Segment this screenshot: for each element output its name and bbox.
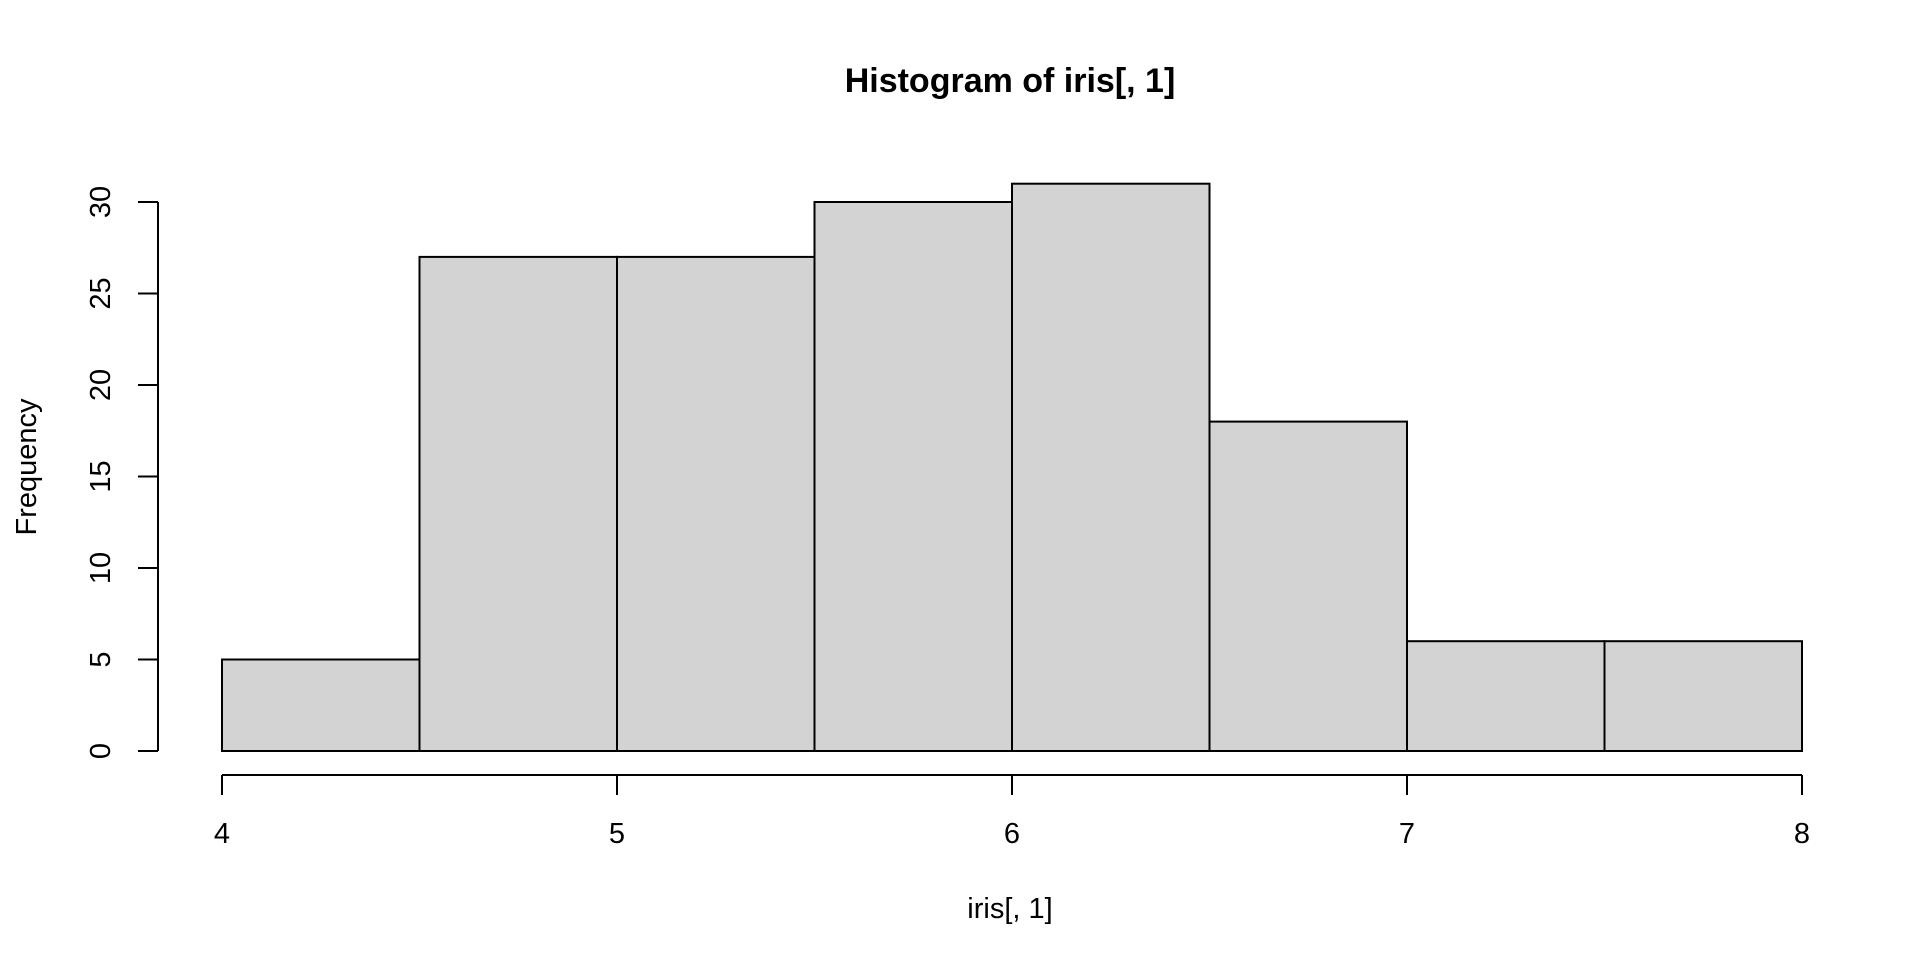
histogram-bar-2: [418, 255, 618, 752]
y-axis: 0 5 10 15 20 25 30: [85, 186, 159, 759]
y-tick-label: 5: [85, 651, 117, 667]
y-tick-label: 20: [85, 369, 117, 401]
bars-layer: [221, 182, 1803, 753]
y-tick-label: 25: [85, 277, 117, 309]
y-tick-label: 15: [85, 460, 117, 492]
histogram-bar-8: [1603, 640, 1803, 753]
x-tick-label: 5: [609, 818, 625, 850]
x-axis: 4 5 6 7 8: [214, 774, 1810, 850]
chart-title: Histogram of iris[, 1]: [845, 62, 1176, 100]
x-tick-label: 4: [214, 818, 230, 850]
x-tick-label: 7: [1399, 818, 1415, 850]
histogram-bar-5: [1011, 182, 1211, 752]
histogram-bar-1: [221, 658, 421, 752]
y-axis-title: Frequency: [11, 398, 43, 536]
histogram-bar-4: [813, 201, 1013, 752]
y-tick-label: 30: [85, 186, 117, 218]
x-axis-title: iris[, 1]: [967, 893, 1052, 925]
y-tick-label: 10: [85, 552, 117, 584]
histogram-bar-6: [1208, 420, 1408, 752]
x-tick-label: 6: [1004, 818, 1020, 850]
histogram-bar-7: [1406, 640, 1606, 753]
y-tick-label: 0: [85, 743, 117, 759]
histogram-bar-3: [616, 255, 816, 752]
x-tick-label: 8: [1794, 818, 1810, 850]
